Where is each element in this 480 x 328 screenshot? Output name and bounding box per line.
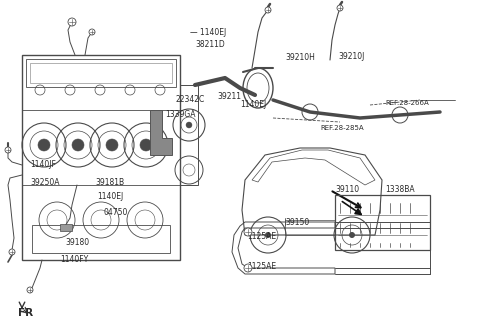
Text: 04750: 04750 [103,208,127,217]
Circle shape [244,264,252,272]
Circle shape [244,228,252,236]
Bar [32,225,170,253]
Circle shape [337,5,343,11]
Circle shape [265,232,271,238]
Circle shape [89,29,95,35]
Text: 38211D: 38211D [195,40,225,49]
Text: 1125AE: 1125AE [247,262,276,271]
Circle shape [265,7,271,13]
Bar [22,55,180,260]
Text: 1140EJ: 1140EJ [240,100,266,109]
Bar [180,85,198,185]
Text: 1338BA: 1338BA [385,185,415,194]
Text: 39250A: 39250A [30,178,60,187]
Circle shape [38,139,50,151]
Bar [30,63,172,83]
Text: 1140FY: 1140FY [60,255,88,264]
Text: 1140EJ: 1140EJ [97,192,123,201]
Text: 1339GA: 1339GA [165,110,195,119]
Bar [335,195,430,250]
Circle shape [72,139,84,151]
Text: 39181B: 39181B [95,178,124,187]
Text: 39211: 39211 [217,92,241,101]
Text: REF.28-266A: REF.28-266A [385,100,429,106]
Polygon shape [150,110,172,155]
Circle shape [27,287,33,293]
Circle shape [106,139,118,151]
Text: 39210J: 39210J [338,52,364,61]
Text: REF.28-285A: REF.28-285A [320,125,364,131]
Circle shape [9,249,15,255]
Text: 39180: 39180 [65,238,89,247]
Text: FR: FR [18,308,33,318]
Text: 39110: 39110 [335,185,359,194]
Text: 39150: 39150 [285,218,309,227]
Text: 1125AE: 1125AE [247,232,276,241]
Bar [285,220,335,235]
Circle shape [68,18,76,26]
Circle shape [5,147,11,153]
Text: 39210H: 39210H [285,53,315,62]
Circle shape [186,122,192,128]
Bar [60,224,72,231]
Circle shape [349,232,355,238]
Text: — 1140EJ: — 1140EJ [190,28,226,37]
Text: 22342C: 22342C [175,95,204,104]
Circle shape [140,139,152,151]
Text: 1140JF: 1140JF [30,160,56,169]
Bar [26,59,176,87]
